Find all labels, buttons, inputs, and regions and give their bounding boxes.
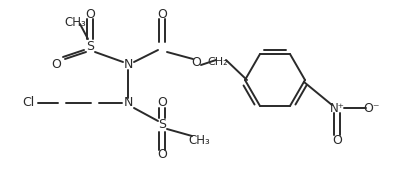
Text: CH₃: CH₃ <box>64 16 86 28</box>
Text: O: O <box>191 56 201 68</box>
Text: O⁻: O⁻ <box>364 101 380 115</box>
Text: O: O <box>332 133 342 147</box>
Text: CH₃: CH₃ <box>188 133 210 147</box>
Text: O: O <box>157 7 167 21</box>
Text: O: O <box>51 58 61 70</box>
Text: O: O <box>157 149 167 161</box>
Text: N: N <box>123 96 133 110</box>
Text: S: S <box>86 41 94 53</box>
Text: N⁺: N⁺ <box>330 101 344 115</box>
Text: N: N <box>123 59 133 72</box>
Text: Cl: Cl <box>22 96 34 110</box>
Text: O: O <box>157 96 167 110</box>
Text: CH₂: CH₂ <box>208 57 228 67</box>
Text: O: O <box>85 7 95 21</box>
Text: S: S <box>158 118 166 132</box>
